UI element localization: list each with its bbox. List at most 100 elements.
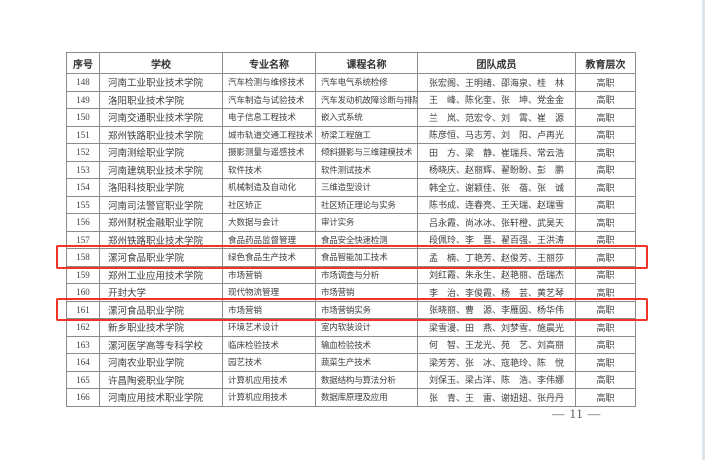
cell-school: 郑州铁路职业技术学院 <box>99 230 223 249</box>
cell-school: 河南测绘职业学院 <box>99 143 223 162</box>
cell-team: 段佩玲、李 晋、翟百强、王洪涛 <box>417 230 576 249</box>
cell-level: 高职 <box>575 335 636 354</box>
cell-course: 蔬菜生产技术 <box>315 353 418 372</box>
table-row: 158 漯河食品职业学院 绿色食品生产技术 食品智能加工技术孟 楠、丁艳芳、赵俊芳、王… <box>66 248 636 267</box>
cell-level: 高职 <box>575 353 636 372</box>
cell-school: 郑州铁路职业技术学院 <box>99 125 223 144</box>
cell-no: 166 <box>66 388 100 407</box>
cell-major: 汽车检测与维修技术 <box>222 73 316 92</box>
cell-no: 150 <box>66 108 100 127</box>
table-row: 148 河南工业职业技术学院 汽车检测与维修技术 汽车电气系统检修 张宏阁、王明绪、邵海… <box>66 73 636 92</box>
cell-school: 漯河食品职业学院 <box>99 300 223 319</box>
cell-major: 计算机应用技术 <box>222 388 316 407</box>
table-row: 164 河南农业职业学院 园艺技术 蔬菜生产技术 梁芳芳、张 冰、寇艳玲、陈 悦高职 <box>66 353 636 372</box>
cell-level: 高职 <box>575 178 636 197</box>
cell-course: 倾斜摄影与三维建模技术 <box>315 143 418 162</box>
cell-no: 164 <box>66 353 100 372</box>
cell-course: 三维造型设计 <box>315 178 418 197</box>
cell-school: 郑州工业应用技术学院 <box>99 265 223 284</box>
cell-team: 刘红霞、朱永生、赵艳丽、岳瑞杰 <box>417 265 576 284</box>
cell-level: 高职 <box>575 160 636 179</box>
cell-course: 数据结构与算法分析 <box>315 370 418 389</box>
cell-team: 孟 楠、丁艳芳、赵俊芳、王丽莎 <box>417 248 576 267</box>
cell-course: 室内软装设计 <box>315 318 418 337</box>
table-row: 161 漯河食品职业学院 市场营销 市场营销实务 张晓丽、曹 源、李雁囡、杨华伟 高职 <box>66 300 636 319</box>
cell-school: 河南交通职业技术学院 <box>99 108 223 127</box>
cell-major: 大数据与会计 <box>222 213 316 232</box>
cell-team: 杨晓庆、赵丽辉、翟盼盼、彭 鹏 <box>417 160 576 179</box>
cell-team: 张宏阁、王明绪、邵海泉、桂 林 <box>417 73 576 92</box>
cell-no: 159 <box>66 265 100 284</box>
cell-major: 绿色食品生产技术 <box>222 248 316 267</box>
cell-level: 高职 <box>575 125 636 144</box>
cell-school: 河南建筑职业技术学院 <box>99 160 223 179</box>
cell-team: 李 治、李俊霞、杨 芸、黄艺琴 <box>417 283 576 302</box>
cell-course: 食品安全快速检测 <box>315 230 418 249</box>
cell-school: 河南农业职业学院 <box>99 353 223 372</box>
cell-school: 漯河医学高等专科学校 <box>99 335 223 354</box>
cell-school: 洛阳科技职业学院 <box>99 178 223 197</box>
cell-course: 审计实务 <box>315 213 418 232</box>
cell-level: 高职 <box>575 318 636 337</box>
cell-major: 电子信息工程技术 <box>222 108 316 127</box>
cell-no: 155 <box>66 195 100 214</box>
cell-school: 河南司法警官职业学院 <box>99 195 223 214</box>
page-edge-line <box>702 0 705 460</box>
table-row: 152 河南测绘职业学院 摄影测量与遥感技术 倾斜摄影与三维建模技术田 方、梁 静、崔… <box>66 143 636 162</box>
cell-level: 高职 <box>575 283 636 302</box>
cell-course: 市场营销实务 <box>315 300 418 319</box>
cell-level: 高职 <box>575 213 636 232</box>
col-header-no: 序号 <box>66 52 100 74</box>
cell-team: 韩全立、谢颖佳、张 蓓、张 诚 <box>417 178 576 197</box>
cell-no: 158 <box>66 248 100 267</box>
cell-team: 何 智、王龙光、苑 艺、刘高丽 <box>417 335 576 354</box>
page-number: — 11 — <box>552 407 602 421</box>
table-row: 159 郑州工业应用技术学院 市场营销 市场调查与分析 刘红霞、朱永生、赵艳丽、岳瑞杰高… <box>66 265 636 284</box>
cell-team: 梁雪漫、田 燕、刘梦雪、施晨光 <box>417 318 576 337</box>
cell-major: 临床检验技术 <box>222 335 316 354</box>
cell-major: 汽车制造与试验技术 <box>222 90 316 109</box>
cell-course: 食品智能加工技术 <box>315 248 418 267</box>
cell-course: 社区矫正理论与实务 <box>315 195 418 214</box>
cell-school: 洛阳职业技术学院 <box>99 90 223 109</box>
table-row: 157 郑州铁路职业技术学院 食品药品监督管理 食品安全快速检测 段佩玲、李 晋、翟百强… <box>66 230 636 249</box>
col-header-course: 课程名称 <box>315 52 418 74</box>
cell-no: 162 <box>66 318 100 337</box>
cell-no: 151 <box>66 125 100 144</box>
cell-major: 摄影测量与遥感技术 <box>222 143 316 162</box>
cell-course: 嵌入式系统 <box>315 108 418 127</box>
cell-school: 开封大学 <box>99 283 223 302</box>
table-row: 162 新乡职业技术学院 环境艺术设计 室内软装设计 梁雪漫、田 燕、刘梦雪、施晨光 高职 <box>66 318 636 337</box>
cell-course: 软件测试技术 <box>315 160 418 179</box>
cell-team: 张 青、王 雷、谢妞妞、张丹丹 <box>417 388 576 407</box>
cell-major: 环境艺术设计 <box>222 318 316 337</box>
col-header-school: 学校 <box>99 52 223 74</box>
cell-no: 165 <box>66 370 100 389</box>
cell-no: 163 <box>66 335 100 354</box>
col-header-level: 教育层次 <box>575 52 636 74</box>
cell-team: 刘保玉、梁占洋、陈 浩、李伟娜 <box>417 370 576 389</box>
cell-major: 食品药品监督管理 <box>222 230 316 249</box>
cell-major: 现代物流管理 <box>222 283 316 302</box>
table-row: 163 漯河医学高等专科学校 临床检验技术 输血检验技术何 智、王龙光、苑 艺、刘高丽… <box>66 335 636 354</box>
table-row: 155 河南司法警官职业学院 社区矫正 社区矫正理论与实务 陈书成、连春亮、王天瑞、赵瑞… <box>66 195 636 214</box>
cell-level: 高职 <box>575 300 636 319</box>
cell-major: 市场营销 <box>222 265 316 284</box>
table-row: 160 开封大学 现代物流管理 市场营销李 治、李俊霞、杨 芸、黄艺琴 高职 <box>66 283 636 302</box>
table-row: 153 河南建筑职业技术学院 软件技术 软件测试技术 杨晓庆、赵丽辉、翟盼盼、彭 鹏高职 <box>66 160 636 179</box>
cell-school: 漯河食品职业学院 <box>99 248 223 267</box>
cell-no: 157 <box>66 230 100 249</box>
cell-major: 软件技术 <box>222 160 316 179</box>
cell-major: 机械制造及自动化 <box>222 178 316 197</box>
table-row: 154 洛阳科技职业学院 机械制造及自动化 三维造型设计 韩全立、谢颖佳、张 蓓、张 诚… <box>66 178 636 197</box>
cell-school: 新乡职业技术学院 <box>99 318 223 337</box>
cell-level: 高职 <box>575 370 636 389</box>
cell-course: 数据库原理及应用 <box>315 388 418 407</box>
cell-major: 城市轨道交通工程技术 <box>222 125 316 144</box>
cell-course: 市场营销 <box>315 283 418 302</box>
cell-level: 高职 <box>575 230 636 249</box>
col-header-team: 团队成员 <box>417 52 576 74</box>
cell-team: 张晓丽、曹 源、李雁囡、杨华伟 <box>417 300 576 319</box>
cell-no: 161 <box>66 300 100 319</box>
cell-no: 149 <box>66 90 100 109</box>
